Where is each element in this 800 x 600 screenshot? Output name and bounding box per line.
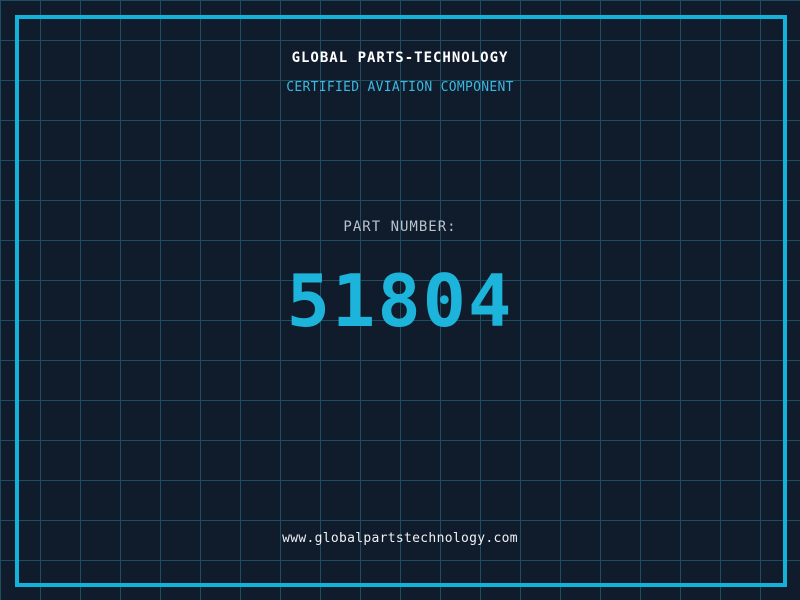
footer-website-url: www.globalpartstechnology.com [282,531,518,546]
certification-subtitle: CERTIFIED AVIATION COMPONENT [286,80,514,95]
company-title: GLOBAL PARTS-TECHNOLOGY [291,50,509,66]
border-frame [15,15,787,587]
part-number-label: PART NUMBER: [343,219,457,235]
part-number-value: 51804 [286,259,514,343]
